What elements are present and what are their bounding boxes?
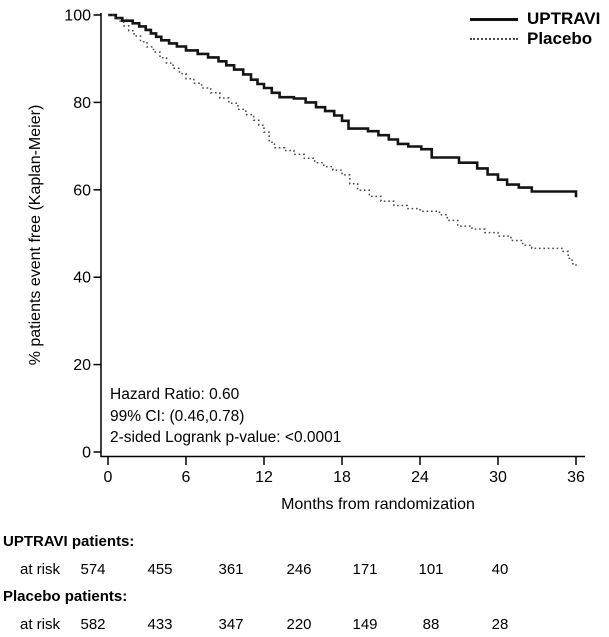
risk-count: 101 [418, 561, 444, 578]
risk-count: 40 [491, 561, 509, 578]
y-tick-label: 60 [73, 182, 91, 199]
legend: UPTRAVI Placebo [470, 9, 601, 48]
y-tick-label: 20 [73, 357, 91, 374]
hazard-ratio-text: Hazard Ratio: 0.60 [110, 386, 240, 403]
uptravi-at-risk-row-label: at risk [20, 561, 61, 578]
dotted-line-swatch [470, 38, 518, 40]
risk-count: 246 [286, 561, 312, 578]
legend-label-uptravi: UPTRAVI [527, 9, 601, 28]
confidence-interval-text: 99% CI: (0.46,0.78) [110, 407, 245, 425]
risk-count: 149 [352, 616, 378, 633]
y-tick-label: 40 [73, 270, 91, 287]
x-tick-label: 6 [182, 469, 191, 486]
risk-count: 582 [80, 616, 106, 633]
placebo-at-risk-row-label: at risk [20, 616, 61, 633]
y-tick-label: 80 [73, 95, 91, 112]
risk-count: 88 [422, 616, 440, 633]
legend-item-uptravi: UPTRAVI [470, 9, 601, 28]
solid-line-swatch [470, 17, 518, 21]
stats-annotation: Hazard Ratio: 0.60 99% CI: (0.46,0.78) 2… [110, 384, 341, 449]
logrank-pvalue-text: 2-sided Logrank p-value: <0.0001 [110, 429, 342, 446]
legend-label-placebo: Placebo [527, 29, 593, 48]
km-curve-uptravi [108, 13, 578, 198]
risk-count: 28 [491, 616, 509, 633]
x-axis-title: Months from randomization [281, 496, 475, 513]
risk-count: 433 [147, 616, 173, 633]
risk-count: 361 [218, 561, 244, 578]
y-axis-title: % patients event free (Kaplan-Meier) [27, 104, 44, 366]
km-plot-canvas: 0 20 40 60 80 100 0 6 12 18 24 30 36 [64, 8, 585, 486]
placebo-group-label: Placebo patients: [3, 588, 128, 605]
uptravi-group-label: UPTRAVI patients: [3, 533, 135, 550]
x-tick-label: 0 [104, 469, 113, 486]
legend-item-placebo: Placebo [470, 29, 600, 48]
x-tick-label: 12 [255, 469, 273, 486]
x-tick-label: 36 [567, 469, 585, 486]
x-tick-label: 30 [489, 469, 507, 486]
y-tick-label: 0 [82, 445, 91, 462]
x-tick-label: 18 [333, 469, 351, 486]
risk-count: 171 [352, 561, 378, 578]
risk-count: 455 [147, 561, 173, 578]
km-curve-placebo [108, 14, 577, 268]
risk-count: 574 [80, 561, 106, 578]
x-tick-label: 24 [411, 469, 429, 486]
risk-count: 347 [218, 616, 244, 633]
risk-count: 220 [286, 616, 312, 633]
y-tick-label: 100 [64, 8, 91, 25]
